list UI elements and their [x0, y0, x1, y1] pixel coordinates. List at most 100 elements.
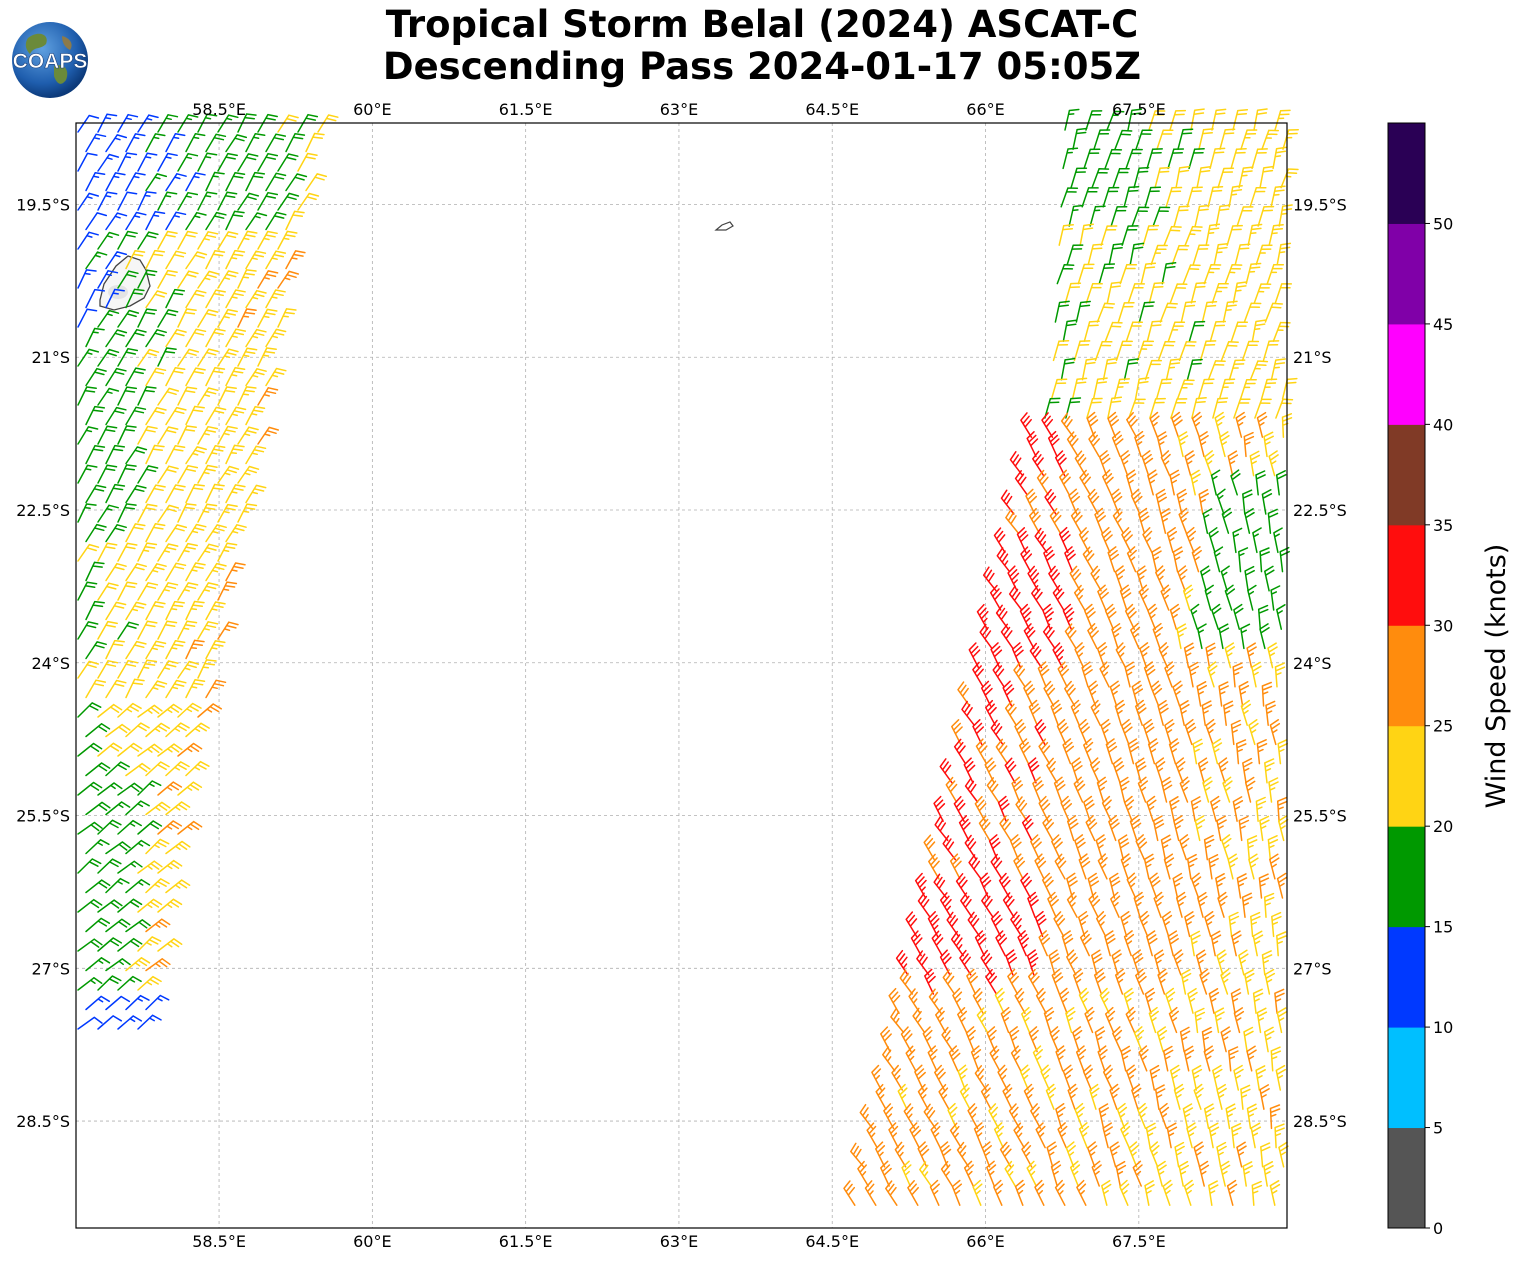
wind-barb — [125, 172, 146, 192]
wind-barb — [1046, 757, 1058, 784]
wind-barb — [850, 1142, 865, 1168]
wind-barb — [145, 210, 166, 231]
wind-barb — [225, 562, 246, 582]
wind-barb — [1019, 1064, 1031, 1091]
wind-barb — [1123, 795, 1135, 822]
wind-barb — [1203, 1103, 1215, 1130]
wind-barb — [117, 386, 138, 406]
wind-barb — [205, 328, 226, 348]
wind-barb — [1065, 1007, 1076, 1034]
wind-barb — [919, 1161, 932, 1187]
wind-barb — [185, 678, 206, 699]
wind-barb — [1167, 930, 1179, 957]
wind-barb — [1274, 1123, 1285, 1149]
wind-barb — [105, 562, 127, 582]
wind-barb — [1230, 988, 1242, 1014]
wind-barb — [165, 288, 186, 309]
wind-barb — [1146, 148, 1163, 170]
wind-barb — [1115, 1160, 1127, 1187]
wind-barb — [1075, 300, 1091, 323]
wind-barb — [1046, 1141, 1057, 1168]
wind-barb — [961, 700, 975, 726]
wind-barb — [145, 444, 165, 465]
wind-barb — [1092, 377, 1108, 400]
wind-barb — [245, 289, 267, 309]
wind-barb — [974, 930, 987, 957]
wind-barb — [1083, 603, 1096, 630]
wind-barb — [1228, 359, 1246, 381]
wind-barb — [978, 815, 991, 842]
wind-barb — [973, 1122, 985, 1149]
wind-barb — [97, 231, 120, 250]
wind-barb — [205, 445, 226, 465]
wind-barb — [959, 1083, 971, 1110]
wind-barb — [77, 702, 102, 718]
wind-barb — [1209, 320, 1227, 342]
wind-barb — [1173, 205, 1190, 227]
colorbar-band — [1388, 424, 1425, 526]
wind-barb — [245, 250, 267, 270]
wind-barb — [77, 858, 102, 874]
wind-barb — [85, 641, 107, 660]
wind-barb — [1251, 1180, 1263, 1206]
wind-barb — [1124, 661, 1135, 688]
wind-barb — [97, 542, 118, 562]
wind-barb — [1119, 450, 1131, 477]
wind-barb — [951, 1179, 963, 1206]
wind-barb — [1084, 1006, 1095, 1034]
wind-barb — [1125, 148, 1143, 170]
wind-barb — [1062, 738, 1075, 765]
wind-barb — [205, 211, 227, 231]
wind-barb — [97, 782, 123, 796]
wind-barb — [1201, 300, 1218, 323]
wind-barb — [1055, 1103, 1066, 1130]
wind-barb — [1187, 987, 1198, 1014]
wind-barb — [145, 133, 166, 153]
wind-barb — [1259, 815, 1270, 842]
wind-barb — [1184, 450, 1195, 477]
wind-barb — [875, 1141, 886, 1168]
wind-barb — [1177, 128, 1194, 150]
wind-barb — [117, 898, 143, 913]
wind-barb — [1247, 223, 1263, 246]
wind-barb — [165, 250, 187, 270]
wind-barb — [942, 835, 957, 861]
wind-barb — [197, 503, 218, 523]
wind-barb — [137, 152, 158, 172]
wind-barb — [1198, 431, 1209, 458]
wind-barb — [177, 464, 199, 484]
wind-barb — [217, 348, 239, 367]
wind-barb — [105, 639, 125, 660]
wind-barb — [1025, 488, 1038, 515]
wind-barb — [217, 425, 238, 445]
wind-barb — [1207, 661, 1218, 688]
wind-barb — [947, 1102, 958, 1130]
wind-barb — [1259, 623, 1270, 650]
wind-barb — [1147, 469, 1158, 496]
wind-barb — [1275, 470, 1287, 496]
wind-barb — [1235, 739, 1247, 765]
wind-barb — [1048, 949, 1060, 976]
wind-barb — [1083, 148, 1101, 170]
wind-barb — [1030, 1103, 1042, 1130]
wind-barb — [976, 603, 989, 630]
wind-barb — [1056, 264, 1075, 285]
wind-barb — [1259, 547, 1270, 573]
wind-barb — [97, 153, 120, 172]
wind-barb — [1028, 699, 1041, 726]
wind-barb — [1277, 815, 1289, 842]
wind-barb — [1242, 1161, 1253, 1187]
wind-barb — [1042, 603, 1054, 630]
wind-barb — [177, 742, 203, 757]
wind-barb — [1204, 911, 1215, 938]
wind-barb — [1143, 853, 1155, 880]
wind-barb — [165, 840, 191, 855]
wind-barb — [1042, 623, 1056, 650]
chart-title: Tropical Storm Belal (2024) ASCAT-C Desc… — [0, 4, 1524, 88]
wind-barb — [1224, 642, 1236, 669]
wind-barb — [205, 679, 227, 699]
wind-barb — [97, 425, 118, 445]
wind-barb — [1146, 930, 1158, 957]
wind-barb — [1031, 585, 1044, 611]
wind-barb — [974, 795, 987, 822]
